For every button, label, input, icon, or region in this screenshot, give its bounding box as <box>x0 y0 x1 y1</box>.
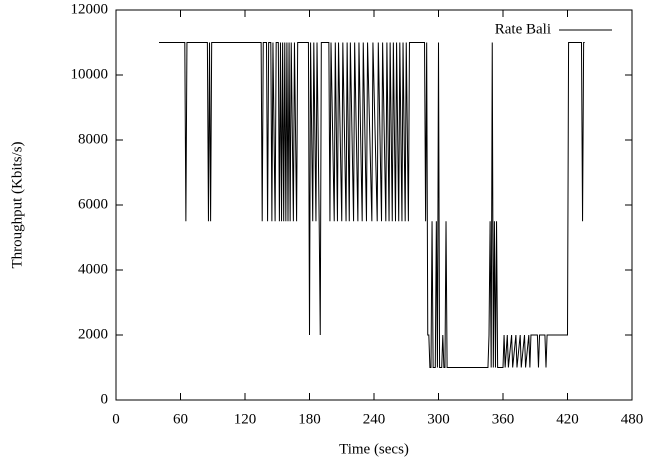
x-axis-label: Time (secs) <box>339 441 409 457</box>
y-tick-label: 12000 <box>71 1 109 17</box>
y-tick-label: 4000 <box>78 261 108 277</box>
y-tick-label: 6000 <box>78 196 108 212</box>
series-line <box>159 42 585 368</box>
x-tick-label: 120 <box>234 411 257 427</box>
x-tick-label: 300 <box>427 411 450 427</box>
x-tick-label: 60 <box>173 411 188 427</box>
y-axis-label: Throughput (Kbits/s) <box>9 141 25 268</box>
x-tick-label: 480 <box>621 411 644 427</box>
y-tick-label: 10000 <box>71 66 109 82</box>
x-tick-label: 240 <box>363 411 386 427</box>
y-tick-label: 0 <box>101 391 109 407</box>
x-tick-label: 420 <box>556 411 579 427</box>
legend-label: Rate Bali <box>495 21 551 37</box>
y-tick-label: 8000 <box>78 131 108 147</box>
y-tick-label: 2000 <box>78 326 108 342</box>
x-tick-label: 180 <box>298 411 321 427</box>
x-tick-label: 360 <box>492 411 515 427</box>
x-tick-label: 0 <box>112 411 120 427</box>
